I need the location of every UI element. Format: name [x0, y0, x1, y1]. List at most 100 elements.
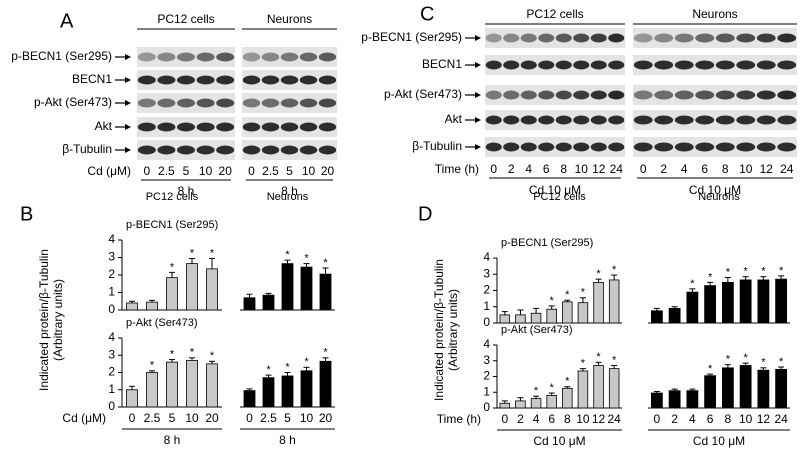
blot-band	[736, 90, 756, 100]
blot-band	[538, 33, 555, 43]
significance-star: *	[323, 347, 328, 359]
lane-label: 12	[592, 162, 606, 176]
lane-label: 0	[640, 162, 647, 176]
arrow-head	[475, 92, 481, 98]
y-tick-label: 2	[483, 283, 490, 297]
blot-band	[538, 60, 555, 70]
bar	[262, 377, 275, 408]
bar	[300, 266, 313, 311]
arrow-head	[475, 144, 481, 150]
condition-label: 8 h	[178, 184, 195, 198]
x-tick-label: 2.5	[144, 411, 161, 425]
blot-strip	[485, 85, 625, 105]
significance-star: *	[612, 354, 617, 366]
blot-band	[137, 98, 156, 108]
significance-star: *	[210, 350, 215, 362]
panel-letter: C	[420, 3, 434, 25]
blot-band	[520, 33, 537, 43]
blot-strip	[485, 137, 625, 157]
blot-band	[756, 33, 776, 43]
blot-strip	[485, 55, 625, 75]
lane-label: 5	[286, 164, 293, 178]
significance-star: *	[285, 249, 290, 261]
row-label: β-Tubulin	[412, 139, 462, 153]
blot-band	[261, 145, 280, 155]
significance-star: *	[690, 278, 695, 290]
significance-star: *	[779, 356, 784, 368]
lane-label: 8	[722, 162, 729, 176]
blot-band	[654, 60, 674, 70]
blot-band	[318, 145, 337, 155]
significance-star: *	[708, 271, 713, 283]
lane-label: 10	[199, 164, 213, 178]
blot-band	[538, 142, 555, 152]
significance-star: *	[761, 357, 766, 369]
x-tick-label: 8	[725, 412, 732, 426]
x-label: Cd (μM)	[62, 411, 106, 425]
bar	[281, 263, 294, 311]
blot-band	[654, 115, 674, 125]
x-tick-label: 0	[654, 412, 661, 426]
blot-band	[520, 142, 537, 152]
blot-band	[485, 115, 502, 125]
bar	[562, 387, 573, 409]
bar	[186, 360, 198, 408]
blot-band	[242, 98, 261, 108]
blot-band	[590, 60, 607, 70]
blot-band	[756, 142, 776, 152]
blot-band	[137, 52, 156, 62]
blot-band	[736, 115, 756, 125]
blot-band	[674, 115, 694, 125]
y-tick-label: 1	[483, 384, 490, 398]
blot-band	[695, 90, 715, 100]
y-tick-label: 2	[108, 365, 115, 379]
blot-band	[555, 60, 572, 70]
blot-band	[633, 142, 653, 152]
blot-band	[196, 75, 215, 85]
arrow-head	[475, 117, 481, 123]
bar	[206, 363, 218, 408]
blot-band	[573, 90, 590, 100]
blot-band	[715, 115, 735, 125]
blot-strip	[485, 28, 625, 48]
blot-band	[196, 52, 215, 62]
blot-band	[299, 145, 318, 155]
y-tick-label: 4	[483, 337, 490, 351]
blot-band	[756, 90, 776, 100]
bar	[146, 372, 158, 408]
blot-band	[608, 33, 625, 43]
chart-title: p-BECN1 (Ser295)	[126, 219, 218, 231]
y-tick-label: 4	[483, 250, 490, 264]
y-axis-label: Indicated protein/β-Tubulin(Arbitrary un…	[432, 259, 460, 401]
y-tick-label: 1	[483, 299, 490, 313]
significance-star: *	[285, 361, 290, 373]
bar	[757, 279, 770, 324]
blot-band	[573, 142, 590, 152]
bar	[608, 368, 620, 409]
lane-label: 4	[525, 162, 532, 176]
significance-star: *	[596, 351, 601, 363]
x-tick-label: 24	[774, 412, 788, 426]
blot-band	[176, 145, 196, 155]
blot-band	[261, 75, 280, 85]
blot-band	[573, 115, 590, 125]
blot-band	[503, 115, 520, 125]
bar	[281, 375, 294, 408]
panel-letter: B	[20, 203, 33, 225]
significance-star: *	[210, 247, 215, 259]
bar	[686, 390, 699, 409]
arrow-head	[125, 77, 131, 83]
condition-label: Cd 10 μM	[533, 434, 585, 448]
x-tick-label: 24	[608, 412, 622, 426]
lane-label: 10	[302, 164, 316, 178]
blot-band	[318, 75, 337, 85]
blot-strip	[633, 55, 797, 75]
blot-band	[520, 115, 537, 125]
blot-band	[715, 142, 735, 152]
blot-band	[777, 115, 797, 125]
blot-band	[590, 33, 607, 43]
lane-label: 20	[321, 164, 335, 178]
bar	[262, 294, 275, 311]
blot-band	[299, 52, 318, 62]
blot-band	[715, 90, 735, 100]
